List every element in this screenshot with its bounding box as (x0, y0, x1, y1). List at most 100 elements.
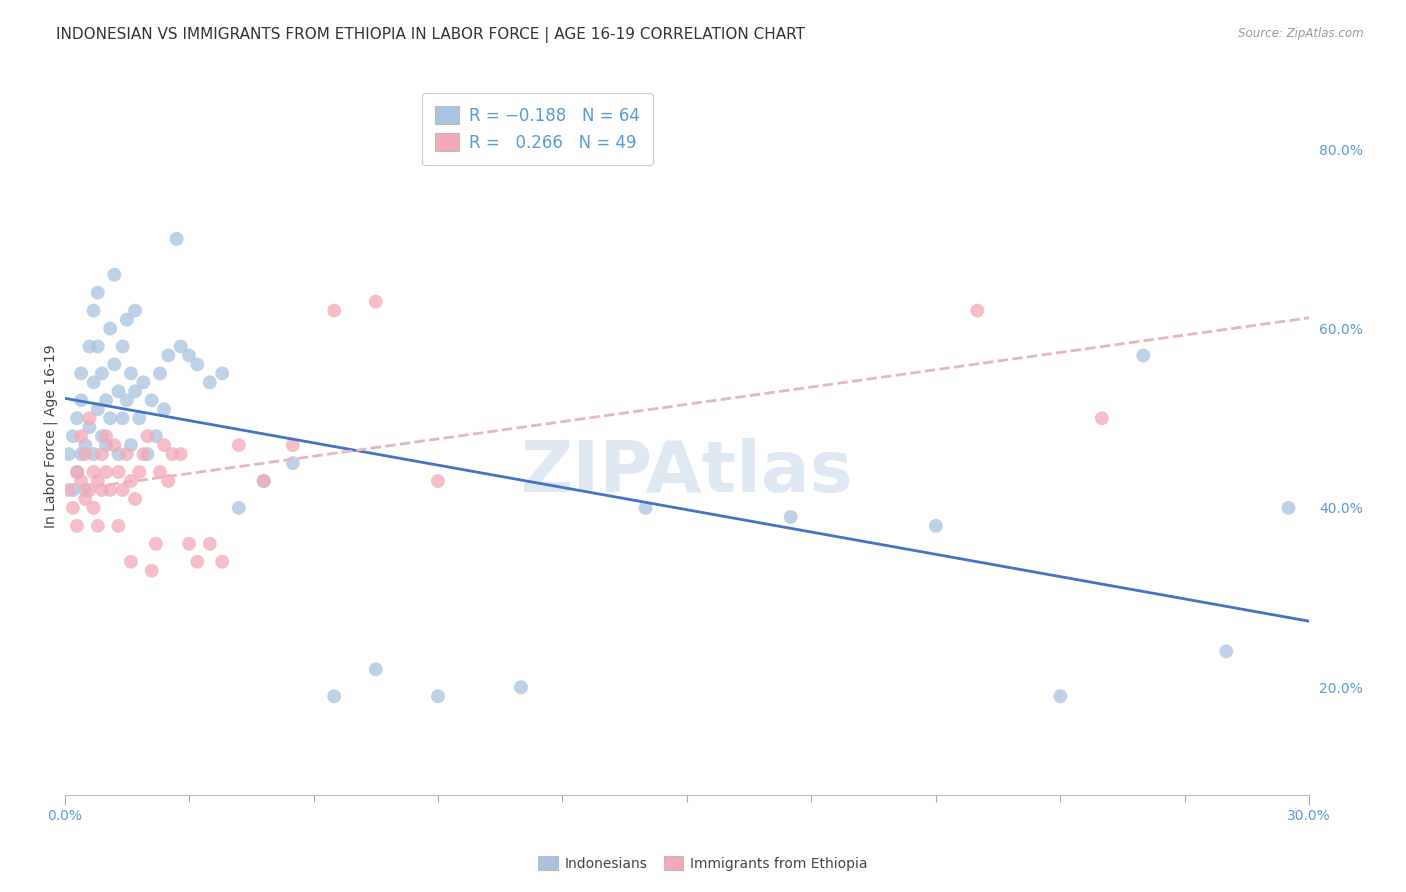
Point (62, 483, 84, 497)
Point (323, 303, 346, 318)
Point (107, 465, 129, 479)
Point (70, 393, 93, 408)
Point (79, 420, 101, 434)
Point (90, 367, 112, 381)
Text: ZIPAtlas: ZIPAtlas (520, 438, 853, 507)
Point (166, 232, 188, 246)
Point (427, 474, 450, 488)
Point (115, 393, 138, 408)
Point (136, 429, 159, 443)
Point (510, 680, 533, 694)
Point (228, 500, 250, 515)
Text: Source: ZipAtlas.com: Source: ZipAtlas.com (1239, 27, 1364, 40)
Point (66, 465, 89, 479)
Point (925, 519, 948, 533)
Point (83, 500, 105, 515)
Point (75, 483, 97, 497)
Point (83, 376, 105, 390)
Point (132, 447, 155, 461)
Point (107, 384, 129, 399)
Point (1277, 500, 1299, 515)
Point (66, 411, 89, 425)
Point (153, 438, 176, 452)
Point (120, 438, 142, 452)
Point (83, 447, 105, 461)
Point (966, 303, 988, 318)
Legend: R = −0.188   N = 64, R =   0.266   N = 49: R = −0.188 N = 64, R = 0.266 N = 49 (422, 93, 652, 165)
Point (177, 348, 200, 362)
Point (94, 393, 117, 408)
Point (124, 303, 146, 318)
Point (157, 348, 180, 362)
Point (75, 491, 97, 506)
Point (70, 474, 93, 488)
Point (94, 438, 117, 452)
Point (58, 483, 80, 497)
Point (83, 303, 105, 318)
Point (83, 465, 105, 479)
Point (145, 537, 167, 551)
Point (111, 339, 134, 353)
Point (141, 393, 163, 408)
Point (170, 339, 193, 353)
Point (634, 500, 657, 515)
Point (779, 509, 801, 524)
Point (153, 402, 176, 417)
Point (94, 465, 117, 479)
Point (177, 537, 200, 551)
Point (87, 474, 110, 488)
Point (132, 376, 155, 390)
Point (103, 358, 125, 372)
Point (98, 411, 121, 425)
Point (103, 268, 125, 282)
Point (186, 358, 208, 372)
Point (94, 429, 117, 443)
Point (66, 519, 89, 533)
Point (62, 500, 84, 515)
Point (98, 321, 121, 335)
Legend: Indonesians, Immigrants from Ethiopia: Indonesians, Immigrants from Ethiopia (533, 850, 873, 876)
Point (141, 564, 163, 578)
Point (79, 483, 101, 497)
Point (87, 402, 110, 417)
Text: INDONESIAN VS IMMIGRANTS FROM ETHIOPIA IN LABOR FORCE | AGE 16-19 CORRELATION CH: INDONESIAN VS IMMIGRANTS FROM ETHIOPIA I… (56, 27, 806, 43)
Point (90, 483, 112, 497)
Point (253, 474, 276, 488)
Point (103, 438, 125, 452)
Point (136, 447, 159, 461)
Point (107, 519, 129, 533)
Point (120, 367, 142, 381)
Point (128, 465, 150, 479)
Point (124, 384, 146, 399)
Point (149, 465, 172, 479)
Point (111, 483, 134, 497)
Point (1132, 348, 1154, 362)
Point (111, 411, 134, 425)
Point (124, 491, 146, 506)
Point (198, 537, 221, 551)
Point (211, 367, 233, 381)
Point (90, 429, 112, 443)
Point (115, 312, 138, 326)
Point (120, 555, 142, 569)
Point (70, 429, 93, 443)
Point (145, 429, 167, 443)
Point (170, 447, 193, 461)
Point (120, 474, 142, 488)
Point (87, 519, 110, 533)
Point (427, 690, 450, 704)
Point (115, 447, 138, 461)
Point (128, 411, 150, 425)
Point (186, 555, 208, 569)
Point (98, 483, 121, 497)
Point (62, 429, 84, 443)
Point (228, 438, 250, 452)
Point (75, 438, 97, 452)
Point (323, 690, 346, 704)
Point (198, 376, 221, 390)
Point (1215, 644, 1237, 658)
Point (66, 465, 89, 479)
Point (157, 474, 180, 488)
Point (281, 438, 304, 452)
Point (364, 294, 387, 309)
